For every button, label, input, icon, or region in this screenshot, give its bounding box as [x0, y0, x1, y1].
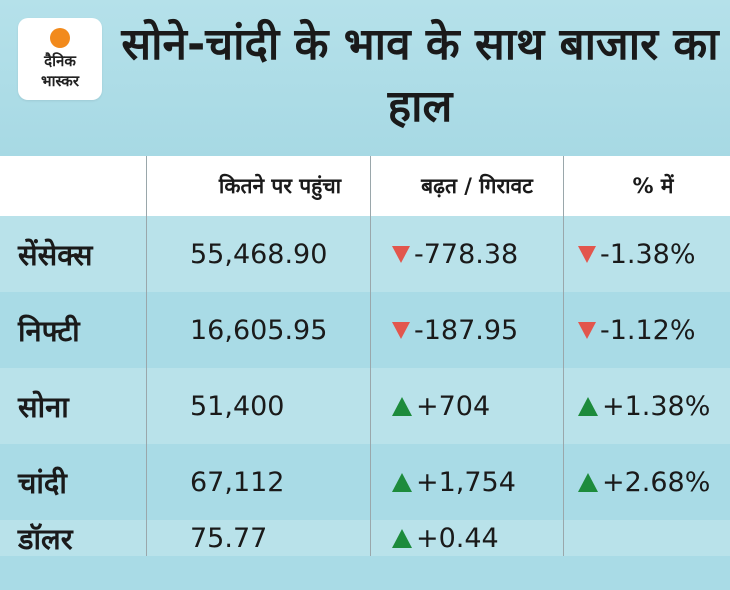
header-band	[0, 0, 730, 156]
row-value: 55,468.90	[190, 238, 328, 270]
up-arrow-icon	[578, 396, 598, 416]
table-row: डॉलर 75.77 +0.44	[0, 520, 730, 556]
down-arrow-icon	[392, 245, 410, 263]
row-change: +704	[392, 368, 562, 444]
row-percent-text: -1.12%	[600, 314, 696, 346]
row-change-text: +0.44	[416, 522, 499, 554]
row-percent: +2.68%	[578, 444, 728, 520]
table-row: निफ्टी 16,605.95 -187.95 -1.12%	[0, 292, 730, 368]
table-row: चांदी 67,112 +1,754 +2.68%	[0, 444, 730, 520]
row-change-text: +1,754	[416, 466, 516, 498]
header-value: कितने पर पहुंचा	[218, 174, 342, 198]
row-change: -778.38	[392, 216, 562, 292]
up-arrow-icon	[578, 472, 598, 492]
row-value: 51,400	[190, 390, 285, 422]
row-name: सोना	[18, 389, 69, 424]
column-divider	[146, 156, 147, 556]
up-arrow-icon	[392, 472, 412, 492]
row-change-text: -187.95	[414, 314, 519, 346]
table-row: सोना 51,400 +704 +1.38%	[0, 368, 730, 444]
dainik-bhaskar-logo: दैनिक भास्कर	[18, 18, 102, 100]
row-percent-text: -1.38%	[600, 238, 696, 270]
row-value: 16,605.95	[190, 314, 328, 346]
row-percent: -1.12%	[578, 292, 728, 368]
row-value: 75.77	[190, 522, 268, 554]
header-percent: % में	[632, 174, 674, 198]
header-name	[18, 156, 143, 216]
logo-text-line1: दैनिक	[44, 52, 76, 70]
row-change-text: -778.38	[414, 238, 519, 270]
row-name: डॉलर	[18, 521, 73, 556]
up-arrow-icon	[392, 528, 412, 548]
row-percent: +1.38%	[578, 368, 728, 444]
down-arrow-icon	[578, 245, 596, 263]
page-title: सोने-चांदी के भाव के साथ बाजार का हाल	[121, 19, 719, 132]
header-change: बढ़त / गिरावट	[421, 174, 533, 198]
column-divider	[370, 156, 371, 556]
row-value: 67,112	[190, 466, 285, 498]
row-percent-text: +2.68%	[602, 466, 711, 498]
row-change-text: +704	[416, 390, 491, 422]
market-table: कितने पर पहुंचा बढ़त / गिरावट % में सेंस…	[0, 156, 730, 556]
down-arrow-icon	[578, 321, 596, 339]
logo-text-line2: भास्कर	[41, 72, 79, 90]
sun-icon	[50, 28, 70, 48]
row-percent: -1.38%	[578, 216, 728, 292]
row-change: -187.95	[392, 292, 562, 368]
column-divider	[563, 156, 564, 556]
table-header-row: कितने पर पहुंचा बढ़त / गिरावट % में	[0, 156, 730, 216]
row-percent	[578, 520, 728, 556]
down-arrow-icon	[392, 321, 410, 339]
up-arrow-icon	[392, 396, 412, 416]
row-name: निफ्टी	[18, 313, 80, 348]
row-change: +1,754	[392, 444, 562, 520]
row-name: सेंसेक्स	[18, 237, 93, 272]
table-row: सेंसेक्स 55,468.90 -778.38 -1.38%	[0, 216, 730, 292]
row-name: चांदी	[18, 465, 67, 500]
row-change: +0.44	[392, 520, 562, 556]
row-percent-text: +1.38%	[602, 390, 711, 422]
